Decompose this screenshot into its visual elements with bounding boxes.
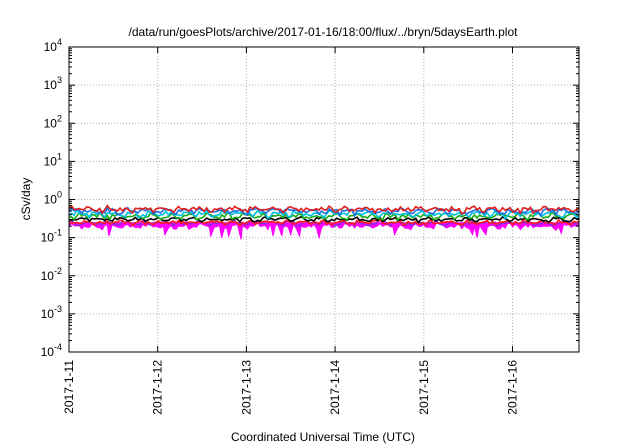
series-fill-0 (68, 222, 580, 240)
series-line-2 (68, 218, 580, 227)
ticks (68, 46, 579, 353)
grid (69, 47, 579, 352)
y-tick-label: 103 (44, 75, 62, 92)
series-line-4 (68, 211, 580, 222)
x-tick-labels: 2017-1-11 2017-1-12 2017-1-13 2017-1-14 2017… (62, 360, 519, 415)
chart-title: /data/run/goesPlots/archive/2017-01-16/1… (129, 25, 519, 39)
series-layer (68, 204, 580, 240)
x-tick-label: 2017-1-14 (328, 360, 342, 415)
series-line-6 (68, 206, 580, 218)
y-axis-title: cSv/day (19, 178, 33, 221)
y-tick-label: 101 (44, 151, 62, 168)
x-tick-label: 2017-1-11 (62, 360, 76, 414)
y-tick-labels: 10-4 10-3 10-2 10-1 100 101 102 103 104 (41, 37, 62, 359)
x-axis-title: Coordinated Universal Time (UTC) (231, 430, 415, 444)
y-tick-label: 100 (44, 190, 62, 207)
y-tick-label: 10-4 (41, 342, 62, 359)
y-tick-label: 10-1 (41, 228, 62, 245)
y-tick-label: 10-3 (41, 304, 62, 321)
y-tick-label: 10-2 (41, 266, 62, 283)
series-line-7 (68, 204, 580, 216)
y-tick-label: 104 (44, 37, 62, 54)
x-tick-label: 2017-1-12 (151, 360, 165, 415)
y-tick-label: 102 (44, 113, 62, 130)
x-tick-label: 2017-1-13 (239, 360, 253, 415)
x-tick-label: 2017-1-16 (505, 360, 519, 415)
x-tick-label: 2017-1-15 (417, 360, 431, 415)
